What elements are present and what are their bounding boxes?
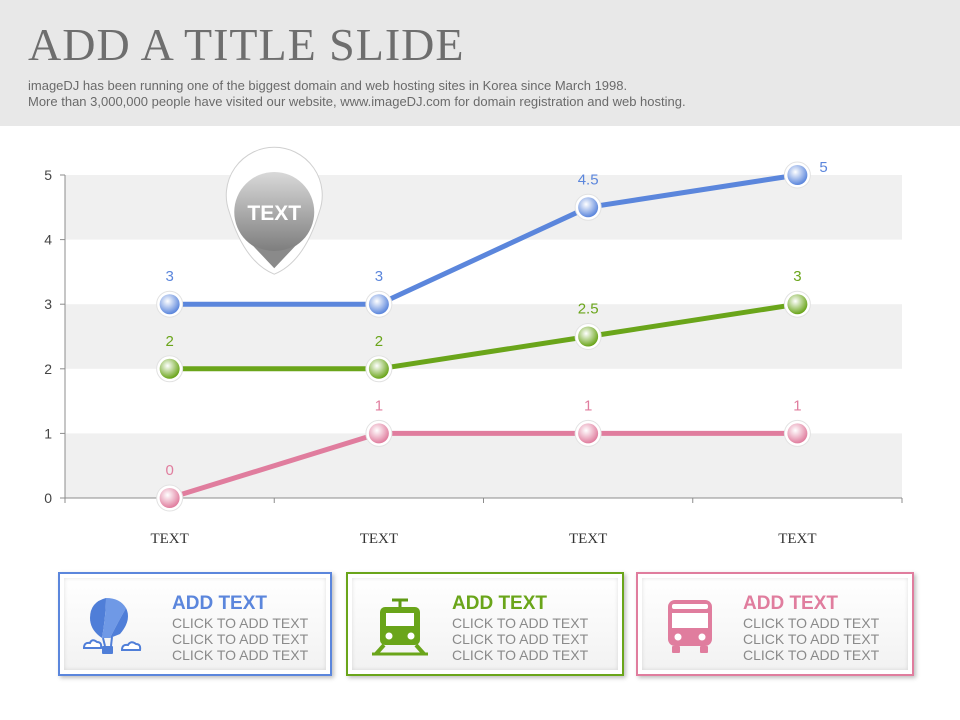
slide-title[interactable]: ADD A TITLE SLIDE <box>28 19 465 70</box>
data-label: 3 <box>165 268 173 285</box>
data-label: 4.5 <box>578 171 599 188</box>
bus-icon <box>668 600 712 653</box>
card-text-line[interactable]: CLICK TO ADD TEXT <box>172 647 309 663</box>
data-label: 3 <box>375 268 383 285</box>
train-icon <box>372 598 428 656</box>
data-point <box>787 294 808 315</box>
card-body: ADD TEXT CLICK TO ADD TEXT CLICK TO ADD … <box>352 578 618 670</box>
data-point <box>159 294 180 315</box>
line-chart: 0 1 2 3 4 5 TEXT TEXT TEXT TEXT TEXT 3 3 4.5 5 2 2 2.5 3 0 1… <box>44 146 903 547</box>
card-text-line[interactable]: CLICK TO ADD TEXT <box>743 631 880 647</box>
callout-pin-body <box>234 172 315 252</box>
data-label: 5 <box>819 159 827 176</box>
data-point <box>368 423 389 444</box>
slide-header: ADD A TITLE SLIDE imageDJ has been runni… <box>0 0 960 126</box>
callout-pin: TEXT <box>225 146 323 275</box>
series-line <box>168 430 798 501</box>
hot-air-balloon-icon <box>82 598 142 654</box>
card-heading[interactable]: ADD TEXT <box>452 593 547 614</box>
card-text-line[interactable]: CLICK TO ADD TEXT <box>452 631 589 647</box>
data-label: 2 <box>165 333 173 350</box>
card-text-line[interactable]: CLICK TO ADD TEXT <box>743 615 880 631</box>
callout-label: TEXT <box>247 202 301 225</box>
card-text-line[interactable]: CLICK TO ADD TEXT <box>452 647 589 663</box>
card-heading[interactable]: ADD TEXT <box>743 593 838 614</box>
y-tick-label: 0 <box>44 490 52 506</box>
data-point <box>368 294 389 315</box>
card-text-line[interactable]: CLICK TO ADD TEXT <box>452 615 589 631</box>
card-text-line[interactable]: CLICK TO ADD TEXT <box>743 647 880 663</box>
data-point <box>159 358 180 379</box>
card-text-line[interactable]: CLICK TO ADD TEXT <box>172 631 309 647</box>
card-body: ADD TEXT CLICK TO ADD TEXT CLICK TO ADD … <box>642 578 908 670</box>
x-tick-label: TEXT <box>778 531 816 547</box>
grid-band <box>65 304 902 369</box>
info-card-balloon[interactable]: ADD TEXT CLICK TO ADD TEXT CLICK TO ADD … <box>58 572 332 676</box>
data-point <box>787 165 808 185</box>
subtitle-line-1[interactable]: imageDJ has been running one of the bigg… <box>28 78 628 93</box>
data-label: 0 <box>165 462 173 479</box>
card-body: ADD TEXT CLICK TO ADD TEXT CLICK TO ADD … <box>64 578 326 670</box>
x-tick-label: TEXT <box>569 531 607 547</box>
subtitle-line-2[interactable]: More than 3,000,000 people have visited … <box>28 94 686 109</box>
y-tick-label: 4 <box>44 232 52 248</box>
card-heading[interactable]: ADD TEXT <box>172 593 267 614</box>
card-text-line[interactable]: CLICK TO ADD TEXT <box>172 615 309 631</box>
info-card-train[interactable]: ADD TEXT CLICK TO ADD TEXT CLICK TO ADD … <box>346 572 624 676</box>
data-label: 2.5 <box>578 301 599 318</box>
y-tick-label: 5 <box>44 167 52 183</box>
data-point <box>578 326 599 347</box>
x-tick-label: TEXT <box>150 531 188 547</box>
data-point <box>787 423 808 444</box>
data-point <box>368 358 389 379</box>
data-label: 3 <box>793 268 801 285</box>
data-point <box>578 197 599 218</box>
y-tick-label: 2 <box>44 361 52 377</box>
info-card-bus[interactable]: ADD TEXT CLICK TO ADD TEXT CLICK TO ADD … <box>636 572 914 676</box>
data-label: 1 <box>584 397 592 414</box>
series-line <box>169 172 798 307</box>
callout-pin-tail <box>252 245 297 269</box>
grid-band <box>65 433 902 498</box>
data-point <box>578 423 599 444</box>
series-line <box>169 301 798 372</box>
y-tick-label: 1 <box>44 425 52 441</box>
data-label: 2 <box>375 333 383 350</box>
grid-band <box>65 175 902 240</box>
slide-subtitle: imageDJ has been running one of the bigg… <box>28 78 686 110</box>
y-tick-label: 3 <box>44 296 52 312</box>
data-label: 1 <box>375 397 383 414</box>
x-tick-label: TEXT <box>360 531 398 547</box>
data-point <box>159 488 180 508</box>
data-label: 1 <box>793 397 801 414</box>
